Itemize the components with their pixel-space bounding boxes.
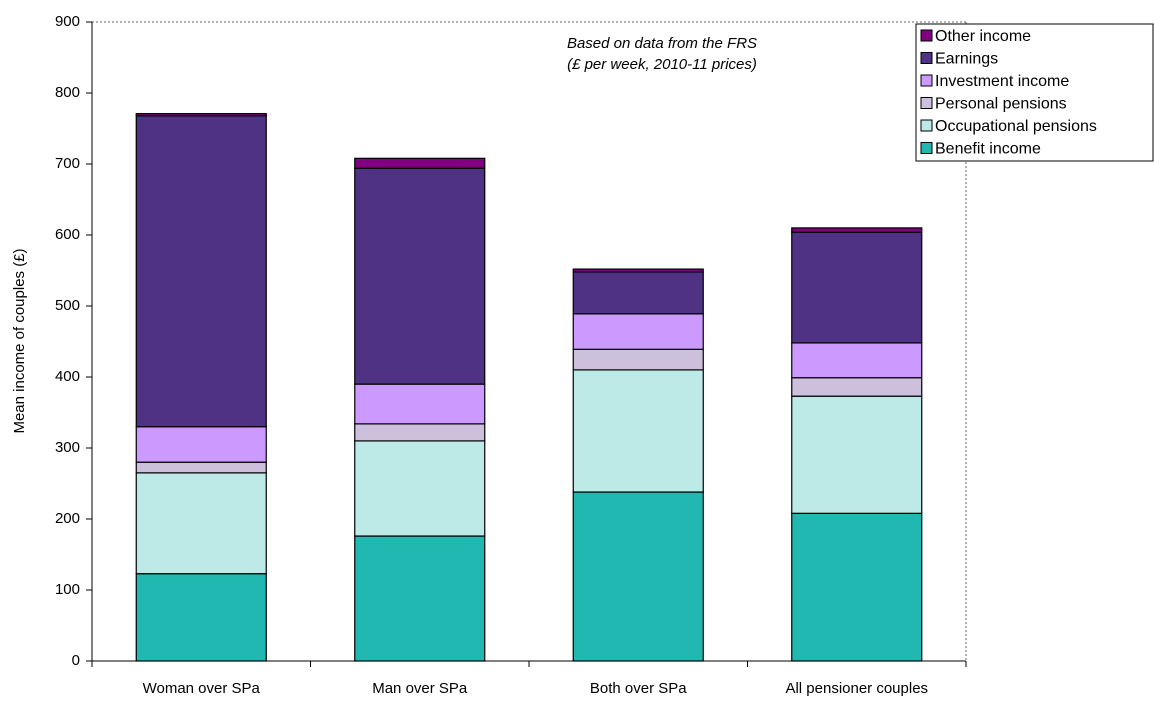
bar-segment	[135, 461, 267, 474]
legend-swatch	[920, 74, 933, 87]
bar-segment	[791, 512, 923, 662]
x-tick-label: Both over SPa	[590, 680, 687, 697]
bar-segment	[135, 115, 267, 428]
y-tick-label: 600	[55, 226, 80, 243]
legend-box	[915, 23, 1154, 162]
y-tick-label: 500	[55, 297, 80, 314]
bar-segment	[354, 167, 486, 385]
bar-segment	[572, 348, 704, 371]
bar-segment	[354, 383, 486, 425]
bar-segment	[572, 268, 704, 273]
bar-segment	[572, 313, 704, 350]
legend-label: Other income	[935, 28, 1031, 45]
x-tick-label: Man over SPa	[372, 680, 468, 697]
bar-segment	[354, 423, 486, 442]
legend-label: Investment income	[935, 73, 1069, 90]
bar-segment	[791, 377, 923, 397]
bar-segment	[791, 227, 923, 233]
bar-segment	[572, 491, 704, 662]
y-tick-label: 0	[72, 652, 80, 669]
legend-label: Personal pensions	[935, 96, 1067, 113]
legend-swatch	[920, 52, 933, 64]
x-tick-label: All pensioner couples	[785, 680, 928, 697]
bar-segment	[791, 395, 923, 514]
y-axis-label: Mean income of couples (£)	[11, 248, 28, 433]
y-tick-label: 100	[55, 581, 80, 598]
legend-label: Benefit income	[935, 141, 1041, 158]
bar-segment	[135, 112, 267, 117]
annotation: Based on data from the FRS	[567, 35, 757, 52]
legend-swatch	[920, 142, 933, 154]
x-tick-label: Woman over SPa	[143, 680, 261, 697]
bar-segment	[354, 440, 486, 537]
bar-segment	[354, 157, 486, 169]
y-tick-label: 800	[55, 84, 80, 101]
y-tick-label: 700	[55, 155, 80, 172]
legend-swatch	[920, 29, 933, 42]
y-tick-label: 900	[55, 13, 80, 30]
y-tick-label: 200	[55, 510, 80, 527]
legend-label: Occupational pensions	[935, 118, 1097, 135]
bar-segment	[354, 535, 486, 662]
bar-segment	[791, 231, 923, 344]
bar-segment	[135, 426, 267, 463]
y-tick-label: 300	[55, 439, 80, 456]
bar-segment	[572, 369, 704, 493]
bar-segment	[135, 472, 267, 575]
y-tick-label: 400	[55, 368, 80, 385]
bar-segment	[572, 271, 704, 315]
legend-swatch	[920, 97, 933, 109]
legend-label: Earnings	[935, 51, 998, 68]
bar-segment	[791, 342, 923, 379]
bar-segment	[135, 573, 267, 662]
annotation: (£ per week, 2010-11 prices)	[567, 56, 757, 73]
legend-swatch	[920, 119, 933, 132]
